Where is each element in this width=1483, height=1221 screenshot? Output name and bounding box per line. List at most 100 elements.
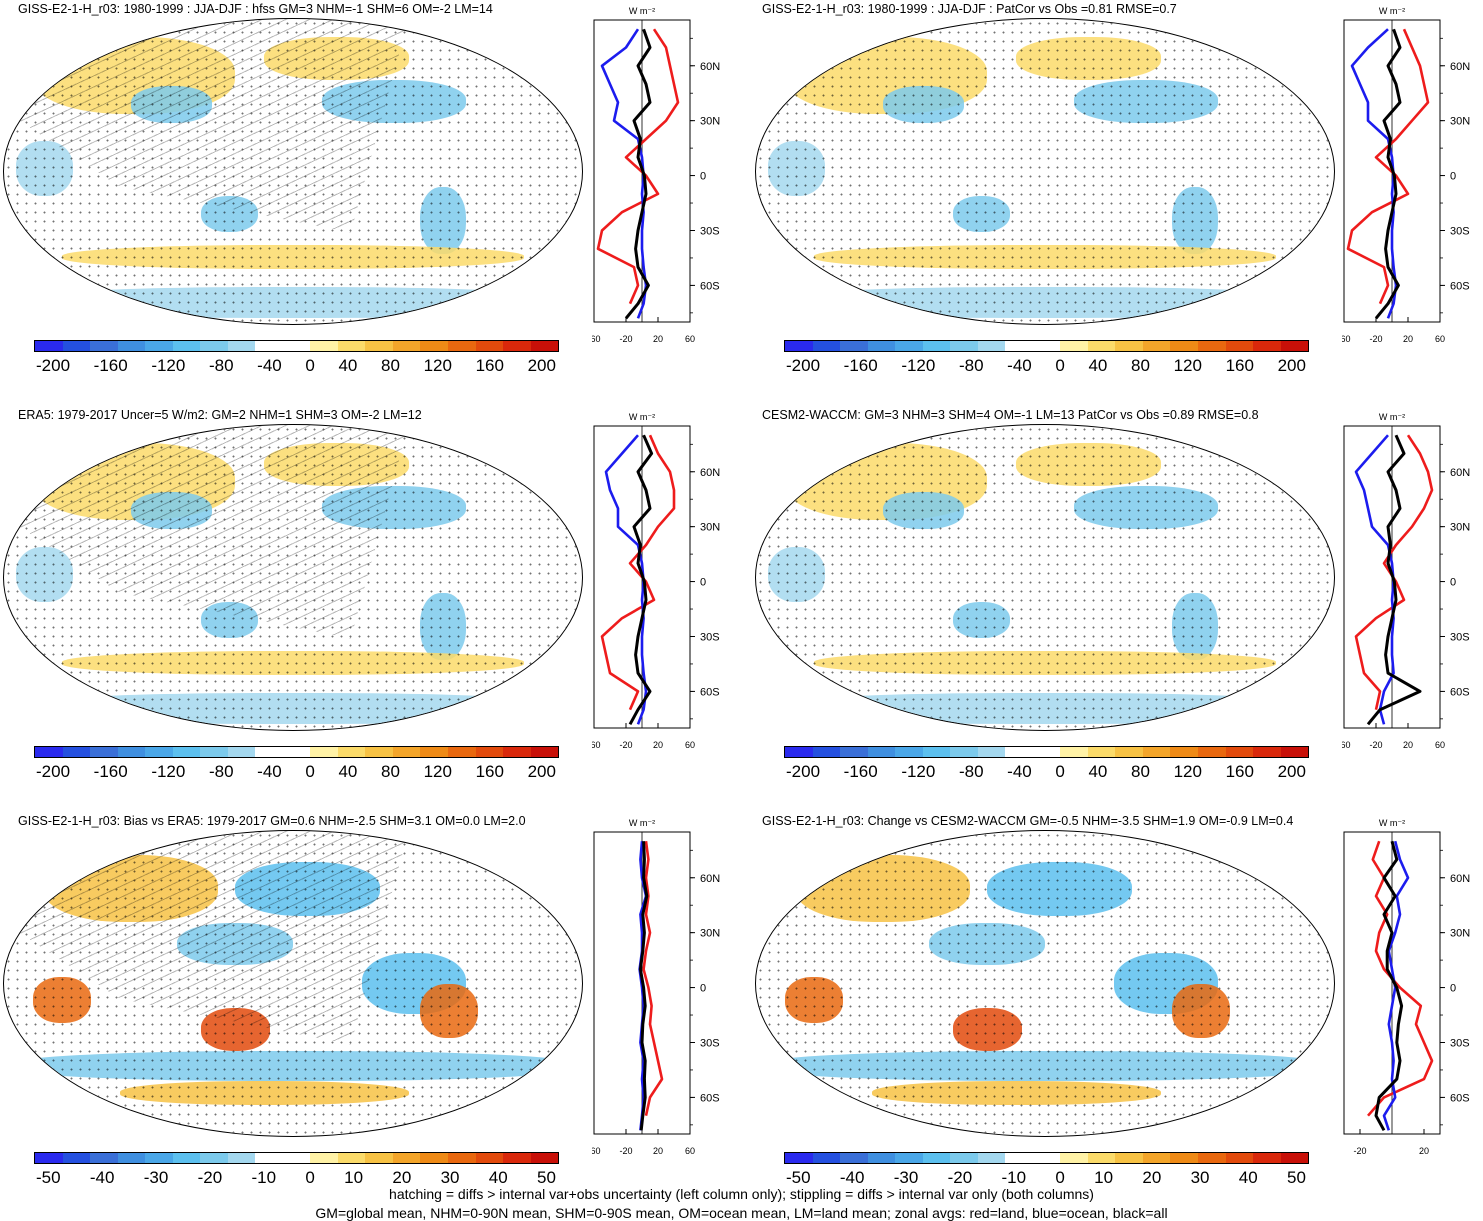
colorbar-tick-label: -200 — [36, 356, 71, 375]
zonal-line-ocean — [1354, 434, 1395, 725]
colorbar-swatch — [895, 747, 923, 757]
lat-label: 60N — [1450, 873, 1470, 885]
x-tick-label: 60 — [1435, 334, 1445, 344]
colorbar-tick-label: -10 — [251, 1168, 277, 1187]
stippling-overlay — [756, 19, 1334, 324]
colorbar-swatch — [337, 1153, 366, 1163]
colorbar-tick-label: 20 — [1142, 1168, 1162, 1187]
colorbar-swatch — [922, 1153, 951, 1163]
colorbar-swatch — [1253, 1153, 1281, 1163]
colorbar-swatch — [282, 1153, 311, 1163]
colorbar-swatch — [1142, 747, 1171, 757]
zonal-mean-plot: W m⁻² 60N 30N 0 30S 60S -60 -20 20 60 — [1342, 6, 1470, 344]
lat-label: 0 — [1450, 171, 1456, 183]
colorbar-tick-label: -160 — [93, 762, 128, 781]
colorbar-swatch — [35, 1153, 63, 1163]
colorbar-swatch — [365, 341, 393, 351]
colorbar-swatch — [447, 1153, 476, 1163]
colorbar-swatch — [1032, 341, 1061, 351]
colorbar-tick-label: 80 — [381, 356, 400, 375]
colorbar-swatch — [895, 341, 923, 351]
colorbar-swatch — [1087, 341, 1116, 351]
colorbar — [34, 746, 559, 758]
colorbar-tick-label: 0 — [1055, 356, 1065, 375]
colorbar — [34, 340, 559, 352]
colorbar-tick-label: -40 — [1007, 762, 1032, 781]
colorbar-tick-label: 40 — [1088, 762, 1108, 781]
x-tick-label: -20 — [1353, 1146, 1366, 1156]
colorbar-tick-label: -40 — [257, 356, 282, 375]
zonal-line-land — [596, 28, 680, 305]
zonal-unit-label: W m⁻² — [1379, 412, 1405, 422]
colorbar-swatch — [1087, 747, 1116, 757]
lat-label: 0 — [700, 983, 706, 995]
colorbar-swatch — [227, 341, 256, 351]
x-tick-label: 60 — [1435, 740, 1445, 750]
colorbar-tick-label: -200 — [786, 356, 821, 375]
colorbar-swatch — [35, 341, 63, 351]
zonal-unit-label: W m⁻² — [1379, 818, 1405, 828]
colorbar-swatch — [310, 341, 338, 351]
colorbar-swatch — [867, 747, 896, 757]
colorbar-swatch — [840, 747, 868, 757]
x-tick-label: 20 — [1403, 740, 1413, 750]
map-panel: GISS-E2-1-H_r03: Change vs CESM2-WACCM G… — [750, 812, 1483, 1212]
lat-label: 30S — [700, 1037, 720, 1049]
colorbar-swatch — [1170, 747, 1198, 757]
zonal-line-all — [638, 841, 649, 1131]
x-tick-label: -60 — [1342, 334, 1351, 344]
colorbar-tick-label: -30 — [143, 1168, 169, 1187]
colorbar-swatch — [282, 747, 311, 757]
stippling-overlay — [4, 19, 582, 324]
x-tick-label: 20 — [653, 1146, 663, 1156]
colorbar-tick-label: 120 — [1173, 762, 1202, 781]
stippling-overlay — [4, 831, 582, 1136]
colorbar-swatch — [922, 341, 951, 351]
colorbar-swatch — [1280, 341, 1309, 351]
map-panel: GISS-E2-1-H_r03: 1980-1999 : JJA-DJF : P… — [750, 0, 1483, 400]
colorbar-swatch — [227, 747, 256, 757]
colorbar-swatch — [475, 1153, 504, 1163]
colorbar-swatch — [255, 747, 283, 757]
colorbar-swatch — [950, 341, 978, 351]
lat-label: 30N — [1450, 522, 1470, 534]
colorbar-tick-label: 0 — [305, 1168, 315, 1187]
colorbar-tick-label: -80 — [958, 356, 984, 375]
colorbar-swatch — [1253, 747, 1281, 757]
colorbar-tick-label: 40 — [338, 356, 358, 375]
map-panel: GISS-E2-1-H_r03: Bias vs ERA5: 1979-2017… — [0, 812, 733, 1212]
colorbar-swatch — [90, 747, 118, 757]
colorbar-swatch — [117, 341, 146, 351]
colorbar-swatch — [1197, 341, 1226, 351]
colorbar-tick-label: 40 — [338, 762, 358, 781]
colorbar-swatch — [1115, 341, 1143, 351]
colorbar-swatch — [530, 341, 559, 351]
colorbar-swatch — [420, 1153, 448, 1163]
colorbar-tick-label: -20 — [947, 1168, 973, 1187]
colorbar-swatch — [1280, 747, 1309, 757]
lat-label: 30S — [1450, 1037, 1470, 1049]
colorbar-swatch — [117, 1153, 146, 1163]
colorbar-tick-label: -160 — [843, 356, 878, 375]
lat-label: 30S — [700, 631, 720, 643]
panel-title: GISS-E2-1-H_r03: 1980-1999 : JJA-DJF : h… — [18, 2, 493, 16]
zonal-line-all — [1366, 434, 1422, 726]
colorbar-swatch — [1005, 747, 1033, 757]
colorbar-swatch — [1225, 747, 1254, 757]
colorbar-swatch — [1280, 1153, 1309, 1163]
x-tick-label: 20 — [1419, 1146, 1429, 1156]
colorbar-swatch — [1142, 341, 1171, 351]
colorbar-swatch — [950, 1153, 978, 1163]
colorbar-swatch — [977, 1153, 1006, 1163]
colorbar-swatch — [812, 341, 841, 351]
colorbar-swatch — [1005, 341, 1033, 351]
x-tick-label: 20 — [653, 740, 663, 750]
colorbar-swatch — [145, 341, 173, 351]
colorbar-tick-label: 200 — [1277, 356, 1306, 375]
colorbar-swatch — [392, 341, 421, 351]
lat-label: 0 — [1450, 577, 1456, 589]
lat-label: 60S — [1450, 280, 1470, 292]
map-panel: ERA5: 1979-2017 Uncer=5 W/m2: GM=2 NHM=1… — [0, 406, 733, 806]
colorbar-tick-label: -40 — [257, 762, 282, 781]
footer-means-note: GM=global mean, NHM=0-90N mean, SHM=0-90… — [315, 1205, 1168, 1221]
